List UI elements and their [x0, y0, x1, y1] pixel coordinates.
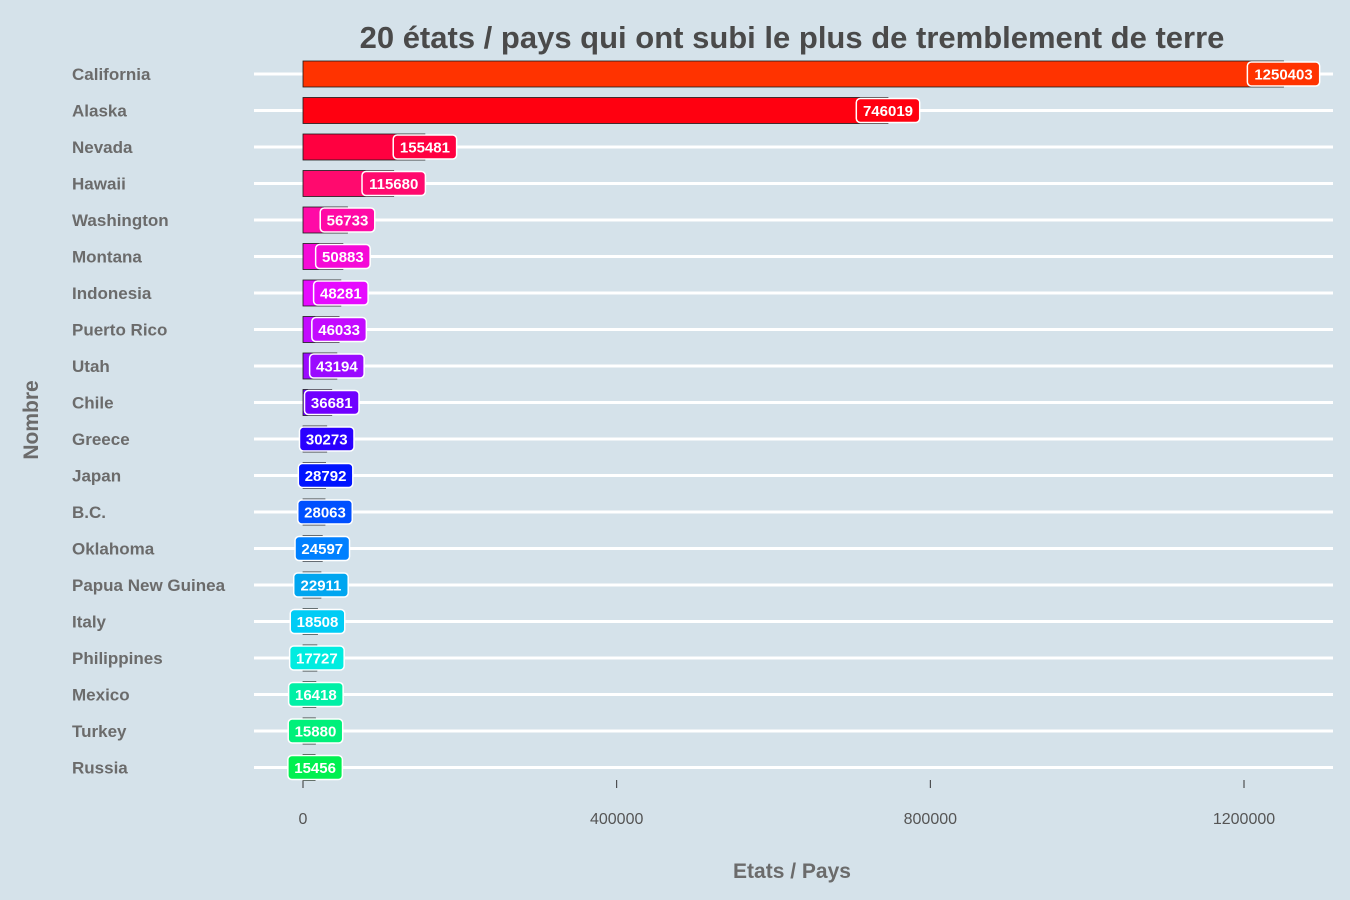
value-label-text: 48281 — [320, 286, 362, 303]
value-label: 17727 — [288, 645, 345, 671]
value-label-box — [312, 280, 369, 306]
value-label-text: 28063 — [304, 505, 346, 522]
value-label: 15880 — [287, 718, 344, 744]
value-label-box — [319, 207, 376, 233]
category-label: Italy — [72, 613, 107, 632]
value-label-box — [287, 681, 344, 708]
value-label-box — [303, 389, 360, 416]
value-label-text: 50883 — [322, 249, 364, 266]
value-label-text: 16418 — [295, 687, 337, 704]
value-label-text: 15456 — [294, 760, 336, 777]
value-label: 18508 — [289, 608, 346, 635]
category-label: Hawaii — [72, 175, 126, 194]
value-label-text: 46033 — [318, 322, 360, 339]
value-label-box — [287, 718, 344, 744]
value-label-text: 30273 — [306, 432, 348, 449]
category-labels: California Alaska Nevada Hawaii Washington Mo… — [72, 65, 226, 778]
x-axis-ticks: 0 400000 800000 1200000 — [299, 780, 1275, 828]
value-label-text: 746019 — [863, 103, 913, 120]
value-label-box — [298, 426, 355, 452]
grid-lines — [254, 72, 1333, 769]
value-label-box — [297, 499, 354, 525]
category-label: Papua New Guinea — [72, 576, 226, 595]
value-label: 28792 — [297, 462, 354, 489]
value-label-box — [288, 645, 345, 671]
category-label: Nevada — [72, 138, 133, 157]
bar — [302, 97, 889, 124]
category-label: B.C. — [72, 503, 106, 522]
value-label-text: 155481 — [400, 140, 450, 157]
value-label-text: 28792 — [305, 468, 347, 485]
value-label-box — [314, 243, 371, 270]
value-label-box — [297, 462, 354, 489]
value-label: 50883 — [314, 243, 371, 270]
value-label-box — [287, 754, 344, 781]
value-label-text: 17727 — [296, 651, 338, 668]
category-label: Chile — [72, 394, 114, 413]
y-axis-title: Nombre — [20, 380, 43, 459]
value-label: 43194 — [308, 353, 365, 379]
value-label: 48281 — [312, 280, 369, 306]
value-label-text: 22911 — [301, 578, 342, 595]
value-label-text: 1250403 — [1254, 67, 1312, 84]
category-label: Turkey — [72, 722, 127, 741]
value-label: 115680 — [361, 170, 427, 197]
category-label: Japan — [72, 467, 121, 486]
value-label-text: 56733 — [327, 213, 369, 230]
bar — [302, 60, 1284, 88]
value-label-box — [855, 97, 921, 124]
value-label-box — [308, 353, 365, 379]
category-label: Oklahoma — [72, 540, 155, 559]
value-label-box — [294, 535, 351, 562]
category-label: Russia — [72, 759, 128, 778]
value-label-text: 43194 — [316, 359, 358, 376]
x-tick-label: 0 — [299, 811, 308, 828]
bars — [302, 60, 1284, 781]
value-label-box — [311, 316, 368, 343]
value-label-text: 18508 — [297, 614, 339, 631]
category-label: Utah — [72, 357, 110, 376]
value-label: 36681 — [303, 389, 360, 416]
category-label: Puerto Rico — [72, 321, 167, 340]
value-label: 30273 — [298, 426, 355, 452]
value-label: 746019 — [855, 97, 921, 124]
value-label: 155481 — [392, 134, 458, 160]
value-label: 1250403 — [1246, 61, 1321, 87]
value-label-box — [392, 134, 458, 160]
value-label-box — [292, 572, 349, 598]
category-label: Montana — [72, 248, 142, 267]
value-labels: 1250403 746019 155481 115680 56733 50883 48281… — [287, 61, 1321, 781]
category-label: Indonesia — [72, 284, 152, 303]
value-label-text: 115680 — [369, 176, 418, 193]
value-label-text: 36681 — [311, 395, 353, 412]
value-label: 56733 — [319, 207, 376, 233]
value-label-box — [289, 608, 346, 635]
value-label: 15456 — [287, 754, 344, 781]
category-label: Mexico — [72, 686, 130, 705]
value-label-box — [1246, 61, 1321, 87]
value-label: 16418 — [287, 681, 344, 708]
value-label: 24597 — [294, 535, 351, 562]
value-label-text: 24597 — [301, 541, 343, 558]
category-label: Alaska — [72, 102, 127, 121]
x-axis-title: Etats / Pays — [733, 860, 851, 883]
category-label: California — [72, 65, 151, 84]
value-label: 28063 — [297, 499, 354, 525]
x-tick-label: 800000 — [904, 811, 957, 828]
value-label-text: 15880 — [295, 724, 337, 741]
value-label: 46033 — [311, 316, 368, 343]
category-label: Washington — [72, 211, 169, 230]
value-label: 22911 — [292, 572, 349, 598]
value-label-box — [361, 170, 427, 197]
x-tick-label: 400000 — [590, 811, 643, 828]
category-label: Greece — [72, 430, 130, 449]
chart-title: 20 états / pays qui ont subi le plus de … — [360, 20, 1225, 55]
x-tick-label: 1200000 — [1213, 811, 1275, 828]
category-label: Philippines — [72, 649, 163, 668]
